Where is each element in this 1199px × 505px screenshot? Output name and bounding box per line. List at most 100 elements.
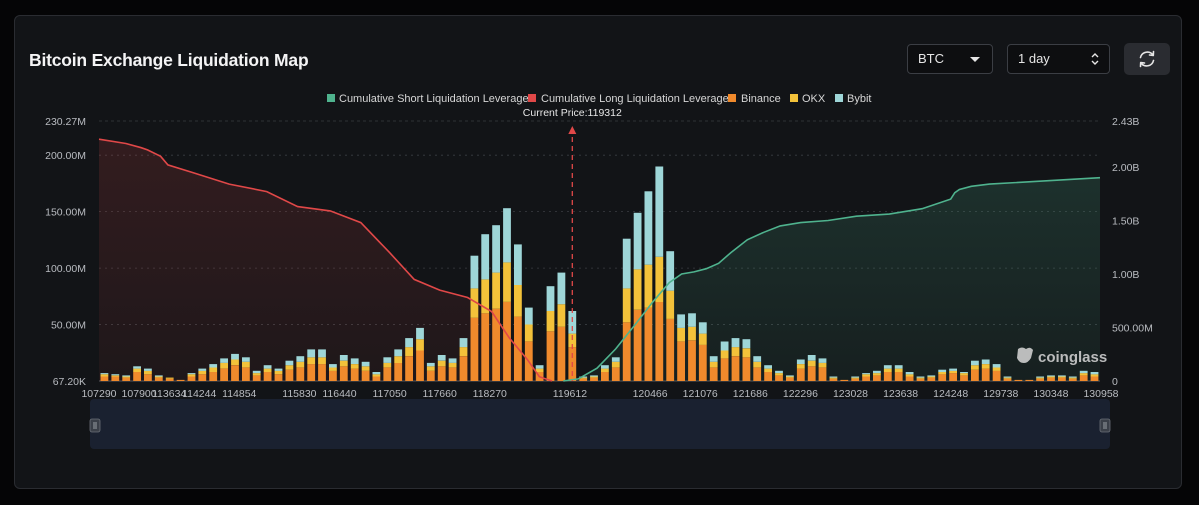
bar-okx[interactable] — [590, 376, 598, 378]
bar-binance[interactable] — [383, 367, 392, 382]
bar-bybit[interactable] — [753, 356, 762, 362]
bar-binance[interactable] — [688, 340, 696, 381]
bar-bybit[interactable] — [405, 338, 413, 348]
bar-binance[interactable] — [198, 374, 207, 381]
bar-okx[interactable] — [677, 327, 685, 342]
bar-okx[interactable] — [122, 376, 131, 378]
bar-binance[interactable] — [372, 376, 381, 382]
bar-okx[interactable] — [655, 256, 664, 302]
bar-binance[interactable] — [601, 372, 609, 381]
bar-binance[interactable] — [698, 344, 707, 381]
bar-bybit[interactable] — [307, 349, 316, 358]
bar-binance[interactable] — [938, 374, 947, 381]
bar-okx[interactable] — [383, 362, 392, 368]
bar-bybit[interactable] — [252, 370, 261, 374]
bar-bybit[interactable] — [296, 356, 305, 362]
legend-swatch-bybit[interactable] — [835, 94, 843, 102]
coin-select[interactable]: BTC — [907, 44, 993, 74]
bar-binance[interactable] — [1047, 377, 1055, 381]
bar-binance[interactable] — [633, 309, 642, 381]
bar-okx[interactable] — [818, 362, 827, 368]
bar-bybit[interactable] — [905, 372, 914, 375]
bar-okx[interactable] — [764, 368, 772, 372]
bar-bybit[interactable] — [601, 365, 609, 369]
bar-binance[interactable] — [133, 372, 141, 381]
bar-binance[interactable] — [144, 374, 152, 381]
bar-binance[interactable] — [394, 362, 403, 381]
bar-okx[interactable] — [339, 360, 348, 367]
bar-okx[interactable] — [731, 347, 740, 357]
bar-binance[interactable] — [231, 365, 239, 381]
legend-label-short[interactable]: Cumulative Short Liquidation Leverage — [339, 93, 529, 105]
bar-bybit[interactable] — [492, 225, 500, 273]
bar-binance[interactable] — [851, 378, 860, 381]
bar-okx[interactable] — [829, 377, 838, 379]
bar-okx[interactable] — [100, 374, 109, 377]
bar-binance[interactable] — [285, 369, 294, 381]
bar-bybit[interactable] — [1047, 375, 1055, 377]
bar-bybit[interactable] — [622, 238, 631, 289]
bar-okx[interactable] — [905, 374, 914, 377]
bar-binance[interactable] — [176, 379, 185, 381]
bar-bybit[interactable] — [764, 365, 772, 369]
bar-okx[interactable] — [361, 366, 370, 371]
bar-binance[interactable] — [927, 377, 936, 381]
bar-binance[interactable] — [579, 378, 588, 381]
bar-binance[interactable] — [960, 375, 968, 381]
bar-bybit[interactable] — [873, 370, 881, 374]
bar-bybit[interactable] — [655, 166, 664, 257]
bar-okx[interactable] — [209, 367, 218, 373]
bar-okx[interactable] — [220, 362, 228, 369]
bar-bybit[interactable] — [242, 357, 250, 362]
bar-okx[interactable] — [971, 365, 979, 370]
bar-bybit[interactable] — [329, 364, 337, 368]
bar-binance[interactable] — [894, 372, 903, 381]
bar-bybit[interactable] — [677, 314, 685, 328]
bar-bybit[interactable] — [350, 358, 359, 364]
legend-label-okx[interactable]: OKX — [802, 93, 826, 105]
bar-bybit[interactable] — [731, 338, 740, 348]
bar-bybit[interactable] — [579, 376, 588, 378]
bar-okx[interactable] — [535, 368, 544, 372]
bar-bybit[interactable] — [231, 353, 239, 360]
bar-binance[interactable] — [339, 366, 348, 381]
bar-okx[interactable] — [579, 377, 588, 379]
bar-okx[interactable] — [960, 373, 968, 376]
bar-bybit[interactable] — [448, 358, 457, 363]
bar-okx[interactable] — [894, 368, 903, 372]
bar-binance[interactable] — [590, 377, 598, 381]
bar-okx[interactable] — [133, 368, 141, 372]
bar-bybit[interactable] — [698, 322, 707, 334]
bar-bybit[interactable] — [818, 358, 827, 363]
bar-bybit[interactable] — [209, 364, 218, 368]
range-handle-right[interactable] — [1099, 418, 1111, 433]
legend-swatch-short[interactable] — [327, 94, 335, 102]
bar-binance[interactable] — [916, 378, 925, 381]
bar-okx[interactable] — [329, 367, 337, 371]
bar-binance[interactable] — [318, 364, 326, 381]
bar-okx[interactable] — [851, 377, 860, 379]
legend-label-long[interactable]: Cumulative Long Liquidation Leverage — [541, 93, 729, 105]
bar-okx[interactable] — [165, 377, 174, 379]
bar-bybit[interactable] — [187, 373, 196, 375]
bar-bybit[interactable] — [775, 370, 783, 374]
bar-bybit[interactable] — [285, 360, 294, 366]
bar-binance[interactable] — [764, 372, 772, 381]
bar-bybit[interactable] — [100, 373, 109, 375]
bar-binance[interactable] — [775, 375, 783, 381]
bar-bybit[interactable] — [720, 341, 729, 351]
refresh-button[interactable] — [1124, 43, 1170, 75]
bar-binance[interactable] — [296, 367, 305, 382]
bar-binance[interactable] — [677, 341, 685, 382]
bar-binance[interactable] — [883, 372, 892, 381]
bar-bybit[interactable] — [1090, 372, 1099, 375]
bar-binance[interactable] — [154, 377, 163, 381]
bar-binance[interactable] — [655, 302, 664, 381]
bar-bybit[interactable] — [416, 327, 424, 340]
bar-binance[interactable] — [122, 377, 131, 381]
bar-binance[interactable] — [165, 378, 174, 381]
bar-bybit[interactable] — [437, 355, 446, 361]
bar-binance[interactable] — [981, 368, 990, 381]
bar-bybit[interactable] — [470, 255, 479, 289]
bar-binance[interactable] — [416, 350, 424, 382]
